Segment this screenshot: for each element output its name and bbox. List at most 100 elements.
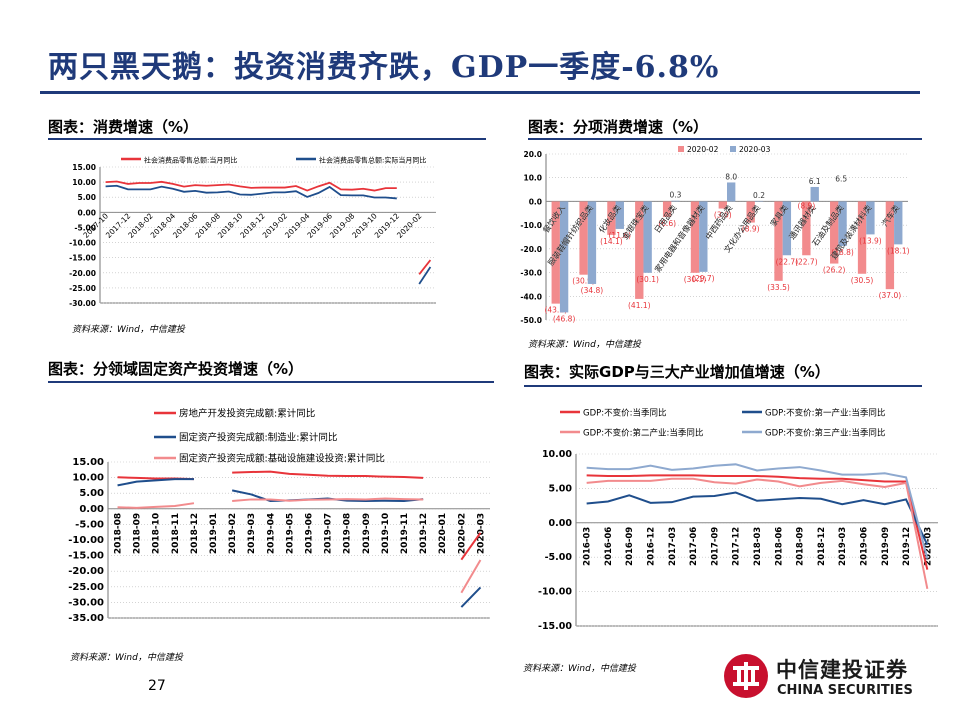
panel-4-source: 资料来源：Wind，中信建投 — [523, 664, 636, 674]
data-label: 6.1 — [809, 177, 821, 186]
x-tick-label: 2018-10 — [152, 513, 162, 554]
x-tick-label: 2016-09 — [625, 527, 635, 566]
bar-2020-02 — [662, 201, 672, 218]
x-tick-label: 2016-12 — [647, 527, 657, 566]
series-line-1 — [586, 474, 929, 570]
bar-2020-02 — [802, 201, 811, 256]
bar-2020-02 — [579, 201, 588, 275]
x-tick-label: 2020-02 — [395, 211, 424, 240]
legend-label-2: 社会消费品零售总额:实际当月同比 — [319, 156, 426, 165]
bar-2020-03 — [754, 200, 764, 202]
y-tick-label: -5.00 — [75, 519, 104, 530]
data-label: 0.2 — [753, 191, 765, 200]
series-line-3 — [586, 477, 929, 590]
data-label: (30.1) — [684, 275, 707, 284]
x-tick-label: 2017-06 — [689, 527, 699, 566]
y-tick-label: 0.00 — [77, 208, 96, 217]
y-tick-label: -10.00 — [69, 239, 96, 248]
panel-3-rule — [48, 381, 494, 383]
bar-2020-03 — [894, 201, 903, 245]
x-tick-label: 2018-03 — [753, 527, 763, 566]
y-tick-label: 0.00 — [549, 518, 573, 529]
data-label: 8.0 — [725, 172, 737, 181]
bar-2020-02 — [607, 201, 616, 235]
y-tick-label: -30.00 — [69, 299, 96, 308]
x-tick-label: 2019-01 — [209, 513, 219, 554]
y-tick-label: -15.00 — [538, 621, 572, 632]
x-tick-label: 2019-08 — [343, 513, 353, 554]
bar-2020-03 — [727, 182, 736, 202]
data-label: (22.7) — [795, 257, 818, 266]
series-line-3 — [232, 497, 424, 502]
data-label: (14.1) — [600, 237, 623, 246]
gdp-growth-chart: 10.00 5.00 0.00 -5.00 -10.00 -15.00 2016-03 201… — [538, 408, 938, 632]
logo-english-name: CHINA SECURITIES — [777, 683, 913, 698]
bar-2020-02 — [857, 201, 867, 274]
series-line-1 — [460, 532, 482, 561]
data-label: (18.8) — [831, 248, 854, 257]
panel-3-title: 图表：分领域固定资产投资增速（%） — [48, 360, 304, 378]
x-tick-label: 2019-06 — [859, 527, 869, 566]
series-line-4 — [586, 463, 929, 559]
panel-2-source: 资料来源：Wind，中信建投 — [528, 340, 641, 350]
bar-2020-03 — [838, 201, 847, 247]
series-line-1 — [232, 470, 424, 479]
data-label: (46.8) — [553, 314, 576, 323]
panel-4-title: 图表：实际GDP与三大产业增加值增速（%） — [524, 363, 830, 381]
category-label: 中西药品类 — [703, 203, 734, 242]
panel-2-title: 图表：分项消费增速（%） — [528, 118, 709, 136]
bar-2020-03 — [587, 201, 597, 284]
page-title: 两只黑天鹅：投资消费齐跌，GDP一季度-6.8% — [48, 50, 720, 85]
x-tick-label: 2019-03 — [838, 527, 848, 566]
logo-chinese-name: 中信建投证券 — [776, 658, 908, 682]
bar-2020-02 — [746, 201, 755, 223]
bar-2020-02 — [885, 201, 895, 290]
series-line-1 — [105, 180, 397, 192]
bar-2020-03 — [782, 201, 792, 256]
x-tick-label: 2019-02 — [228, 513, 238, 554]
bar-2020-03 — [643, 201, 652, 273]
y-tick-label: 10.00 — [542, 449, 572, 460]
x-tick-label: 2017-12 — [732, 527, 742, 566]
data-label: (30.9) — [572, 277, 595, 286]
x-tick-label: 2018-06 — [774, 527, 784, 566]
y-tick-label: 5.00 — [79, 488, 104, 499]
title-rule — [40, 91, 920, 94]
y-tick-label: -20.00 — [69, 269, 96, 278]
series-line-2 — [418, 266, 432, 285]
consumption-growth-chart: 15.00 10.00 5.00 0.00 -5.00 -10.00 -15.00 -20.0… — [69, 156, 436, 308]
data-label: (11.6) — [609, 231, 632, 240]
y-tick-label: -10.00 — [68, 535, 104, 546]
bar-2020-03 — [810, 186, 819, 202]
y-tick-label: -5.00 — [74, 223, 96, 232]
x-tick-label: 2018-12 — [817, 527, 827, 566]
y-tick-label: 10.00 — [72, 178, 96, 187]
x-tick-label: 2018-08 — [114, 513, 124, 554]
x-tick-label: 2018-09 — [133, 513, 143, 554]
x-tick-label: 2018-11 — [171, 513, 181, 554]
company-logo: 中信建投证券 CHINA SECURITIES — [722, 652, 922, 702]
y-tick-label: 15.00 — [72, 163, 96, 172]
y-tick-label: -15.00 — [68, 551, 104, 562]
bar-2020-02 — [551, 201, 560, 304]
x-tick-label: 2019-10 — [381, 513, 391, 554]
bar-2020-02 — [830, 201, 839, 264]
x-tick-label: 2019-03 — [247, 513, 257, 554]
x-tick-label: 2016-06 — [604, 527, 614, 566]
extra-data-label: (8.9) — [797, 202, 815, 211]
series-line-3 — [460, 559, 482, 594]
data-label: (18.1) — [887, 246, 910, 255]
series-line-2 — [117, 478, 194, 487]
data-label: (30.5) — [851, 276, 874, 285]
data-label: (8.9) — [742, 225, 760, 234]
x-tick-label: 2019-11 — [400, 513, 410, 554]
x-tick-label: 2018-09 — [796, 527, 806, 566]
bar-2020-03 — [671, 200, 680, 202]
y-tick-label: 0.00 — [79, 504, 104, 515]
x-tick-label: 2020-02 — [457, 513, 467, 554]
data-label: (3.0) — [714, 211, 732, 220]
y-tick-label: -10.00 — [538, 587, 572, 598]
data-label: (37.0) — [879, 291, 902, 300]
panel-2-rule — [528, 138, 922, 140]
series-line-2 — [586, 491, 929, 546]
